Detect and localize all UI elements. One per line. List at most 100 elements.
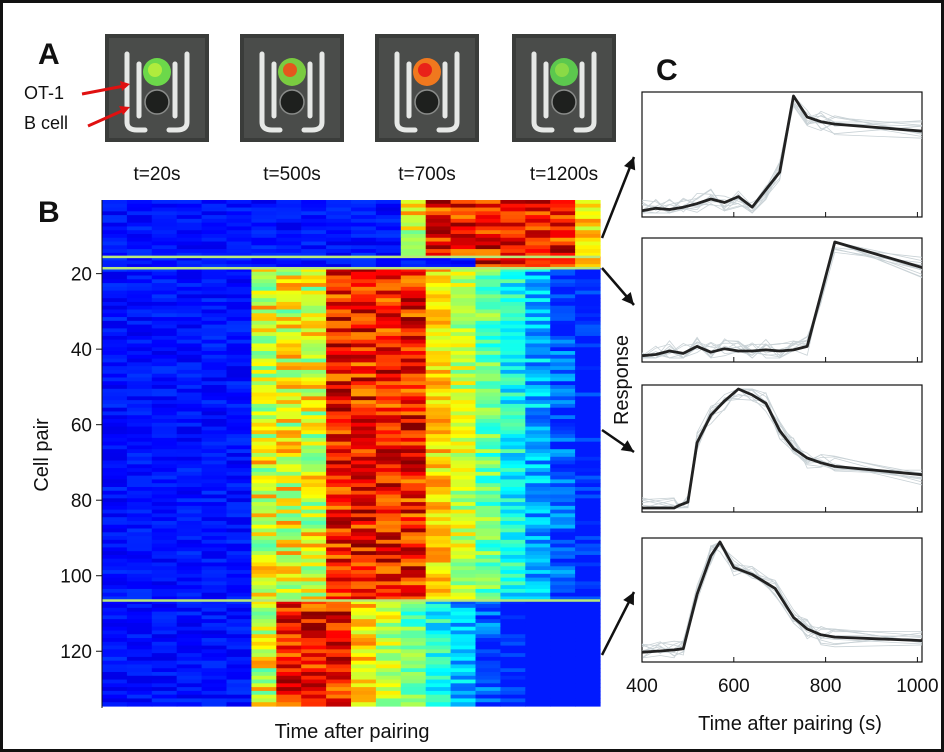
heatmap-cell [201,430,228,435]
heatmap-cell [102,517,128,522]
heatmap-cell [475,483,501,488]
heatmap-cell [400,483,427,488]
heatmap-cell [326,622,352,628]
heatmap-cell [550,468,576,473]
heatmap-cell [251,392,277,397]
heatmap-cell [500,419,526,424]
heatmap-cell [550,490,576,496]
heatmap-cell [375,679,402,684]
heatmap-cell [450,656,477,662]
heatmap-cell [550,335,576,341]
heatmap-cell [102,252,128,258]
heatmap-cell [475,260,501,265]
heatmap-cell [525,392,551,397]
heatmap-cell [351,407,377,413]
heatmap-cell [375,264,402,269]
heatmap-cell [251,641,277,647]
heatmap-cell [400,453,427,458]
panel-a-micrographs: t=20s t=500s t=700s t=1200s [105,34,616,185]
heatmap-cell [500,690,526,696]
heatmap-cell [201,354,228,360]
heatmap-cell [226,400,252,405]
heatmap-cell [201,226,228,231]
heatmap-cell [375,271,402,277]
cell-trace [641,94,923,213]
heatmap-cell [251,683,277,688]
heatmap-cell [151,324,178,329]
heatmap-cell [400,305,427,311]
heatmap-cell [400,279,427,284]
heatmap-cell [326,233,352,239]
heatmap-cell [450,547,477,552]
heatmap-cell [500,426,526,431]
heatmap-cell [151,211,178,216]
heatmap-cell [575,260,601,265]
heatmap-cell [400,328,427,333]
heatmap-cell [400,400,427,405]
heatmap-cell [550,305,576,311]
heatmap-cell [126,638,153,643]
heatmap-cell [475,634,501,639]
heatmap-cell [550,320,576,326]
heatmap-cell [475,267,501,273]
xtick-label: 400 [626,676,658,697]
heatmap-cell [425,453,452,458]
heatmap-cell [102,351,128,356]
heatmap-cell [525,449,551,454]
heatmap-cell [301,354,327,360]
heatmap-cell [425,622,452,628]
heatmap-cell [201,479,228,484]
heatmap-cell [375,222,402,228]
heatmap-cell [450,596,477,601]
xtick-label: 600 [718,676,750,697]
heatmap-cell [176,453,203,458]
heatmap-cell [500,298,526,303]
heatmap-cell [276,619,302,624]
heatmap-cell [251,313,277,318]
heatmap-cell [176,664,203,669]
heatmap-cell [425,252,452,258]
heatmap-cell [475,498,501,503]
heatmap-cell [126,400,153,405]
heatmap-cell [475,388,501,394]
heatmap-cell [550,241,576,246]
heatmap-cell [126,245,153,250]
heatmap-cell [176,396,203,401]
heatmap-cell [226,524,252,530]
heatmap-cell [126,672,153,677]
heatmap-cell [151,664,178,669]
heatmap-cell [525,683,551,688]
heatmap-cell [126,668,153,673]
heatmap-cell [450,585,477,590]
heatmap-cell [176,600,203,605]
heatmap-cell [151,381,178,386]
heatmap-cell [550,475,576,481]
heatmap-cell [276,668,302,673]
heatmap-cell [126,369,153,375]
heatmap-cell [425,369,452,375]
heatmap-cell [425,354,452,360]
heatmap-cell [351,638,377,643]
heatmap-cell [226,536,252,541]
heatmap-cell [226,347,252,352]
heatmap-cell [450,207,477,212]
heatmap-cell [450,218,477,224]
heatmap-cell [450,490,477,496]
heatmap-cell [500,358,526,363]
heatmap-cell [525,271,551,277]
heatmap-cell [525,362,551,367]
heatmap-cell [450,366,477,371]
heatmap-cell [326,558,352,564]
heatmap-cell [151,547,178,552]
heatmap-cell [226,411,252,416]
heatmap-cell [176,392,203,397]
heatmap-cell [575,411,601,416]
heatmap-cell [301,400,327,405]
heatmap-cell [151,638,178,643]
heatmap-cell [276,460,302,465]
heatmap-cell [525,388,551,394]
heatmap-cell [102,611,128,616]
heatmap-cell [425,675,452,681]
heatmap-cell [400,600,427,605]
heatmap-cell [550,634,576,639]
